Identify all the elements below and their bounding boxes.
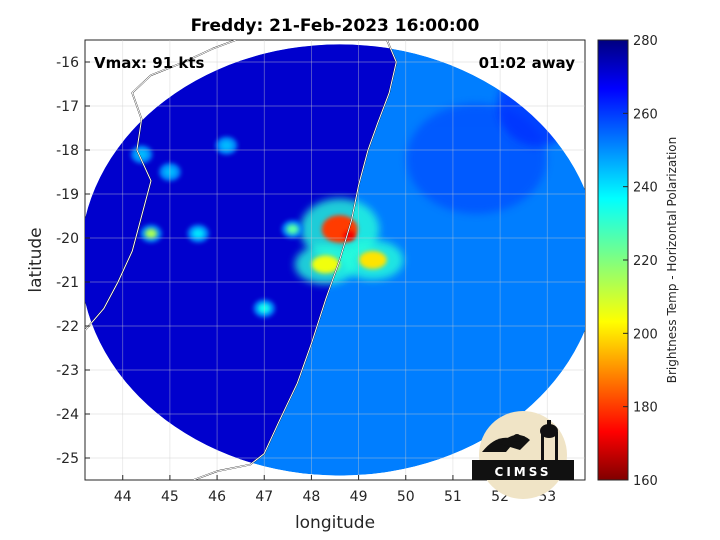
vmax-annotation: Vmax: 91 kts xyxy=(94,54,204,72)
colorbar-tick-label: 160 xyxy=(633,474,658,489)
coastline-madagascar-east-coast-highlight xyxy=(193,40,397,480)
x-axis-label: longitude xyxy=(295,513,375,533)
storm-center xyxy=(343,230,356,241)
x-tick-label: 50 xyxy=(397,489,415,505)
y-tick-label: -24 xyxy=(56,407,79,423)
colorbar-tick-label: 200 xyxy=(633,327,658,342)
storm-feature-rainband xyxy=(311,255,340,274)
coastline-mozambique-coast-highlight xyxy=(85,40,237,331)
y-tick-label: -25 xyxy=(56,451,79,467)
x-tick-label: 47 xyxy=(255,489,273,505)
colorbar-ticks: 160 180 200 220 240 260 280 xyxy=(623,34,658,489)
y-axis-ticks: -16 -17 -18 -19 -20 -21 -22 -23 -24 -25 xyxy=(56,55,90,467)
y-tick-label: -17 xyxy=(56,99,79,115)
y-tick-label: -22 xyxy=(56,319,79,335)
x-tick-label: 49 xyxy=(350,489,368,505)
colorbar-tick-label: 260 xyxy=(633,107,658,122)
storm-feature-convection xyxy=(286,224,299,235)
coastlines xyxy=(85,40,398,480)
storm-feature-convection xyxy=(192,228,205,239)
y-tick-label: -18 xyxy=(56,143,79,159)
storm-feature-convection xyxy=(220,140,233,151)
grid-lines xyxy=(85,40,585,480)
storm-feature-convection xyxy=(145,228,158,239)
x-tick-label: 44 xyxy=(114,489,132,505)
colorbar-tick-label: 180 xyxy=(633,401,658,416)
colorbar-tick-label: 220 xyxy=(633,254,658,269)
y-tick-label: -20 xyxy=(56,231,79,247)
x-tick-label: 48 xyxy=(303,489,321,505)
chart-title: Freddy: 21-Feb-2023 16:00:00 xyxy=(191,16,480,36)
colorbar-tick-label: 280 xyxy=(633,34,658,49)
x-tick-label: 51 xyxy=(444,489,462,505)
colorbar-label: Brightness Temp - Horizontal Polarizatio… xyxy=(665,137,679,384)
y-tick-label: -16 xyxy=(56,55,79,71)
time-away-annotation: 01:02 away xyxy=(479,54,576,72)
x-tick-label: 45 xyxy=(161,489,179,505)
x-axis-ticks: 44 45 46 47 48 49 50 51 52 53 xyxy=(114,475,556,505)
logo-text: CIMSS xyxy=(495,465,552,479)
storm-feature-rainband xyxy=(358,251,387,269)
y-axis-label: latitude xyxy=(26,227,46,292)
y-tick-label: -21 xyxy=(56,275,79,291)
x-tick-label: 46 xyxy=(208,489,226,505)
y-tick-label: -23 xyxy=(56,363,79,379)
colorbar-tick-label: 240 xyxy=(633,181,658,196)
y-tick-label: -19 xyxy=(56,187,79,203)
cimss-logo: CIMSS xyxy=(472,411,574,499)
